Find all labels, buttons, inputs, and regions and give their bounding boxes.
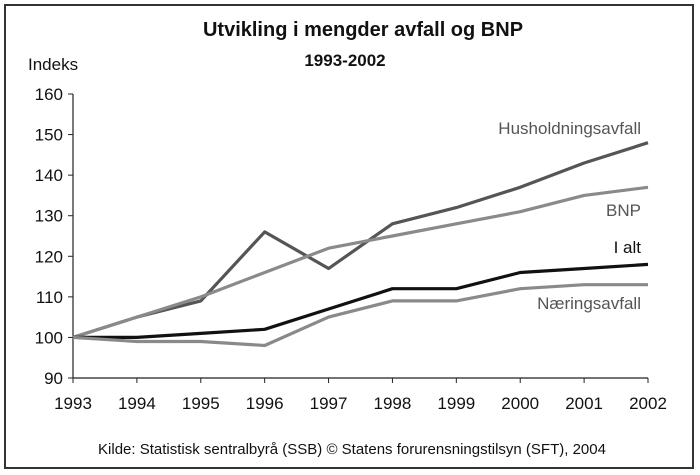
y-axis-label: Indeks: [28, 55, 78, 74]
chart-subtitle: 1993-2002: [304, 51, 385, 70]
y-tick-label: 90: [44, 369, 63, 388]
x-tick-label: 2002: [629, 394, 667, 413]
y-tick-label: 140: [35, 166, 63, 185]
series-line-bnp: [72, 185, 649, 339]
source-note: Kilde: Statistisk sentralbyrå (SSB) © St…: [98, 441, 606, 458]
series-line-i-alt: [73, 262, 649, 339]
x-tick-label: 1998: [374, 394, 412, 413]
x-tick-label: 1995: [182, 394, 220, 413]
y-tick-label: 120: [35, 247, 63, 266]
x-tick-label: 1999: [437, 394, 475, 413]
series-line-n-ringsavfall: [72, 283, 648, 348]
series-label: I alt: [614, 238, 642, 257]
x-tick-label: 1997: [310, 394, 348, 413]
plot-area: 90 100 110 120 130 140 150 160 1993 1994 1995 1996 1…: [35, 85, 667, 413]
y-tick-label: 110: [36, 288, 63, 307]
x-tick-label: 1993: [54, 394, 92, 413]
x-tick-label: 1996: [246, 394, 284, 413]
series-label: BNP: [606, 201, 641, 220]
x-tick-label: 2000: [501, 394, 539, 413]
series-label: Husholdningsavfall: [498, 119, 641, 138]
y-tick-label: 150: [35, 126, 63, 145]
y-tick-label: 130: [35, 207, 63, 226]
y-tick-label: 160: [35, 85, 63, 104]
y-tick-label: 100: [35, 328, 63, 347]
chart-title: Utvikling i mengder avfall og BNP: [203, 19, 523, 41]
x-tick-label: 1994: [118, 394, 156, 413]
series-line-husholdningsavfall: [72, 141, 649, 339]
x-tick-label: 2001: [565, 394, 603, 413]
series-label: Næringsavfall: [537, 294, 641, 313]
chart-frame: [4, 4, 694, 469]
